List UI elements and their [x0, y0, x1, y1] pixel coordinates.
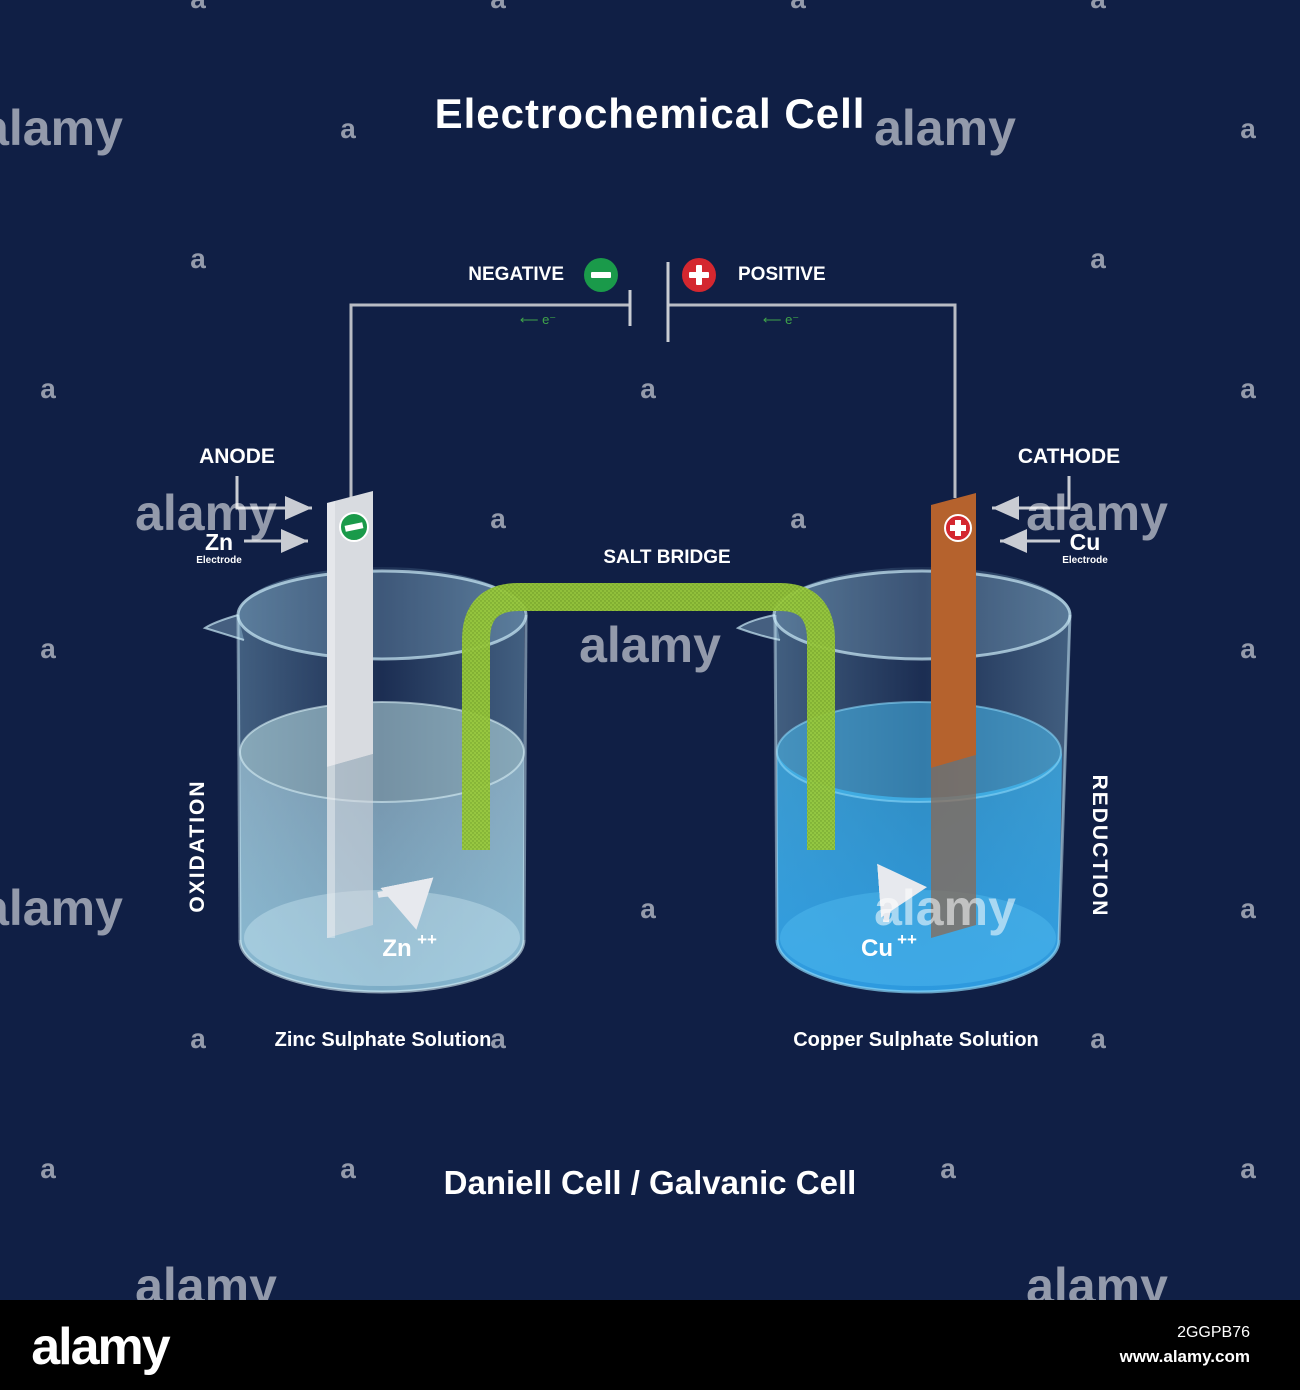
cathode-plus-badge-icon — [944, 514, 972, 542]
cu-ion: Cu — [861, 935, 893, 962]
cathode-pointer-arrow — [992, 476, 1071, 520]
anode-pointer-arrow — [235, 476, 312, 520]
copper-electrode — [931, 493, 976, 938]
watermark-mark: a — [1240, 633, 1256, 664]
cu-electrode-caption: Electrode — [1062, 555, 1108, 566]
footer-logo: alamy — [31, 1318, 171, 1376]
zn-ion-charge: ++ — [417, 930, 437, 949]
negative-label: NEGATIVE — [468, 264, 564, 285]
anode-label: ANODE — [199, 445, 275, 468]
watermark-small-marks: a a a a a a a a a a a a a a a a a a a a … — [40, 0, 1256, 1184]
positive-label: POSITIVE — [738, 264, 826, 285]
watermark-mark: a — [190, 1023, 206, 1054]
watermark-text: alamy — [874, 100, 1016, 156]
cu-ion-curved-arrow-icon — [877, 863, 927, 923]
watermark-mark: a — [190, 243, 206, 274]
watermark-text: alamy — [874, 880, 1016, 936]
cathode-label: CATHODE — [1018, 445, 1120, 468]
zinc-beaker — [202, 567, 528, 994]
page-subtitle: Daniell Cell / Galvanic Cell — [444, 1164, 857, 1201]
watermark-text: alamy — [0, 100, 123, 156]
page-title: Electrochemical Cell — [435, 90, 866, 137]
footer-image-id: 2GGPB76 — [1177, 1324, 1250, 1341]
watermark-mark: a — [1090, 1023, 1106, 1054]
watermark-mark: a — [490, 503, 506, 534]
watermark-mark: a — [790, 503, 806, 534]
salt-bridge-label: SALT BRIDGE — [603, 547, 730, 568]
watermark-text: alamy — [579, 617, 721, 673]
anode-minus-badge-icon — [339, 512, 369, 542]
zinc-solution-label: Zinc Sulphate Solution — [275, 1029, 492, 1051]
watermark-mark: a — [490, 0, 506, 14]
watermark-mark: a — [1240, 893, 1256, 924]
footer-bar — [0, 1300, 1300, 1390]
watermark-mark: a — [40, 373, 56, 404]
watermark-mark: a — [340, 113, 356, 144]
watermark-mark: a — [940, 1153, 956, 1184]
zn-ion-curved-arrow-icon — [377, 877, 434, 930]
watermark-text: alamy — [0, 880, 123, 936]
salt-bridge — [462, 583, 835, 850]
zn-symbol: Zn — [205, 529, 233, 555]
circuit-wire — [349, 303, 957, 498]
zn-electrode-caption: Electrode — [196, 555, 242, 566]
negative-sign-icon — [584, 258, 618, 292]
watermark-mark: a — [1090, 243, 1106, 274]
watermark-mark: a — [1240, 1153, 1256, 1184]
watermark-mark: a — [340, 1153, 356, 1184]
reduction-label: REDUCTION — [1088, 775, 1111, 918]
copper-solution-label: Copper Sulphate Solution — [793, 1029, 1039, 1051]
watermark-mark: a — [190, 0, 206, 14]
watermark-mark: a — [1090, 0, 1106, 14]
positive-sign-icon — [682, 258, 716, 292]
oxidation-label: OXIDATION — [186, 779, 209, 912]
watermark-mark: a — [790, 0, 806, 14]
cu-symbol: Cu — [1070, 529, 1101, 555]
watermark-mark: a — [1240, 373, 1256, 404]
cu-ion-charge: ++ — [897, 930, 917, 949]
watermark-mark: a — [640, 893, 656, 924]
zinc-electrode — [327, 491, 373, 938]
watermark-mark: a — [640, 373, 656, 404]
footer-site: www.alamy.com — [1119, 1347, 1250, 1366]
electron-flow-left: ⟵ e⁻ — [520, 312, 556, 327]
watermark-mark: a — [40, 633, 56, 664]
watermark-mark: a — [490, 1023, 506, 1054]
watermark-mark: a — [40, 1153, 56, 1184]
watermark-text: alamy — [1026, 485, 1168, 541]
zn-ion: Zn — [382, 935, 411, 962]
watermark-mark: a — [1240, 113, 1256, 144]
watermark-text: alamy — [135, 485, 277, 541]
electron-flow-right: ⟵ e⁻ — [763, 312, 799, 327]
